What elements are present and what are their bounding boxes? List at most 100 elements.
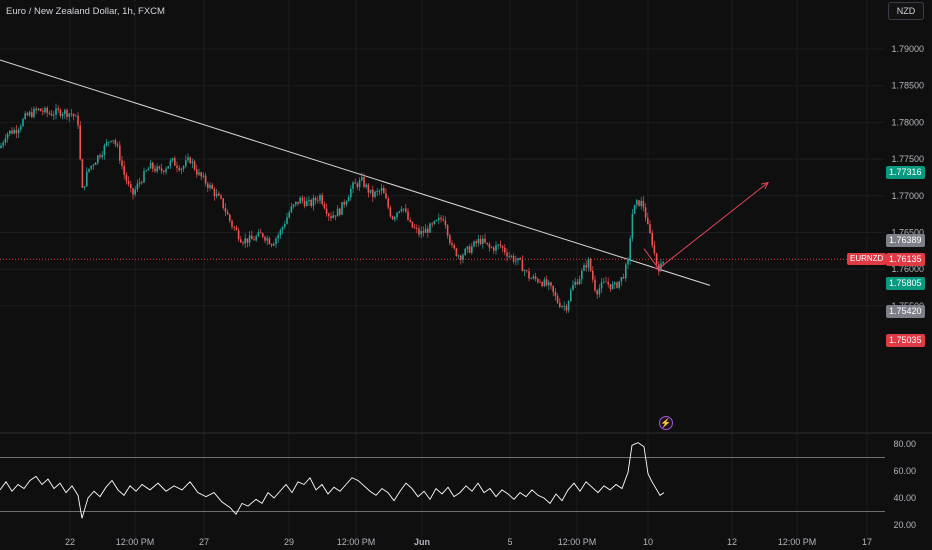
candle-body (464, 248, 466, 256)
time-tick-label: 5 (507, 537, 512, 547)
candle-body (24, 113, 26, 119)
time-axis[interactable]: 22 12:00 PM 27 29 12:00 PM Jun 5 12:00 PM 10 12 12… (65, 537, 872, 547)
candle-body (528, 271, 530, 279)
candle-body (369, 189, 372, 193)
candle-body (653, 245, 656, 254)
candle-body (209, 184, 211, 188)
candle-body (396, 212, 398, 218)
price-tick-label: 1.79000 (891, 44, 924, 54)
chart-title: Euro / New Zealand Dollar, 1h, FXCM (6, 6, 165, 17)
candle-body (35, 108, 37, 111)
candle-body (231, 220, 233, 227)
candle-body (365, 184, 367, 187)
candle-body (493, 247, 495, 251)
projection-arrow-line (657, 182, 769, 270)
candle-body (583, 265, 585, 271)
candle-body (402, 208, 405, 210)
candle-body (53, 114, 55, 116)
candle-body (26, 113, 29, 116)
candle-body (495, 245, 497, 251)
candle-body (636, 200, 638, 205)
candle-body (449, 235, 451, 244)
candle-body (497, 244, 499, 246)
candle-body (143, 170, 145, 183)
candle-body (341, 202, 343, 215)
candle-body (510, 255, 513, 257)
candle-body (264, 236, 266, 241)
candle-body (398, 211, 400, 213)
candle-body (383, 187, 385, 194)
pullback-arrow-line (643, 248, 661, 271)
candle-body (286, 217, 288, 225)
candle-body (420, 231, 422, 235)
candle-body (174, 158, 176, 166)
candle-body (218, 193, 220, 196)
candle-body (59, 109, 62, 116)
candle-body (310, 199, 312, 206)
candle-body (165, 168, 167, 172)
candle-body (380, 187, 383, 191)
candle-body (22, 118, 24, 127)
candle-body (545, 279, 548, 286)
candle-body (156, 166, 158, 172)
candle-body (200, 172, 202, 177)
candle-body (48, 112, 51, 114)
candle-body (198, 172, 200, 175)
candle-body (413, 227, 416, 229)
candle-body (354, 182, 356, 184)
candle-body (246, 238, 249, 243)
candle-body (196, 169, 198, 175)
candle-body (319, 195, 321, 201)
projection-arrow-head (761, 181, 769, 190)
candle-body (167, 166, 169, 169)
candle-body (222, 198, 224, 209)
candle-body (504, 247, 506, 253)
candle-body (204, 175, 207, 184)
trendline[interactable] (0, 59, 711, 286)
lightning-icon[interactable]: ⚡ (659, 416, 673, 430)
candle-body (306, 201, 308, 207)
candle-body (147, 168, 150, 171)
candle-body (501, 246, 504, 248)
price-tick-label: 1.78500 (891, 81, 924, 91)
price-badge: 1.76135 (886, 252, 925, 266)
projection-arrows[interactable] (643, 181, 769, 272)
candle-body (603, 281, 605, 283)
candle-body (554, 291, 557, 296)
candle-body (378, 190, 381, 192)
grid (0, 0, 885, 540)
candle-body (125, 174, 128, 182)
candle-body (559, 302, 561, 307)
candle-body (103, 145, 106, 155)
candle-body (418, 228, 420, 235)
candle-body (592, 270, 594, 280)
candle-body (499, 244, 502, 247)
candle-body (537, 278, 539, 283)
candle-body (347, 197, 350, 202)
candle-body (42, 111, 44, 113)
currency-button[interactable]: NZD (888, 2, 924, 20)
candle-body (50, 113, 53, 116)
candle-body (240, 239, 242, 243)
candle-body (312, 198, 315, 206)
rsi-tick-label: 40.00 (893, 493, 916, 503)
price-tick-label: 1.78000 (891, 117, 924, 127)
candle-body (649, 224, 651, 233)
candle-body (17, 129, 20, 134)
candle-body (2, 142, 4, 146)
price-badge: 1.76389 (886, 234, 925, 248)
rsi-axis[interactable]: 80.00 60.00 40.00 20.00 (893, 439, 916, 530)
candle-body (193, 161, 196, 170)
candle-body (328, 213, 330, 217)
candle-body (451, 243, 453, 246)
candle-body (303, 200, 306, 207)
candle-body (548, 282, 550, 286)
candle-body (15, 129, 18, 134)
candle-body (455, 248, 458, 257)
candle-body (530, 278, 532, 280)
candle-body (605, 281, 607, 283)
candle-body (358, 180, 361, 188)
candle-body (638, 200, 640, 206)
candle-body (105, 142, 108, 146)
